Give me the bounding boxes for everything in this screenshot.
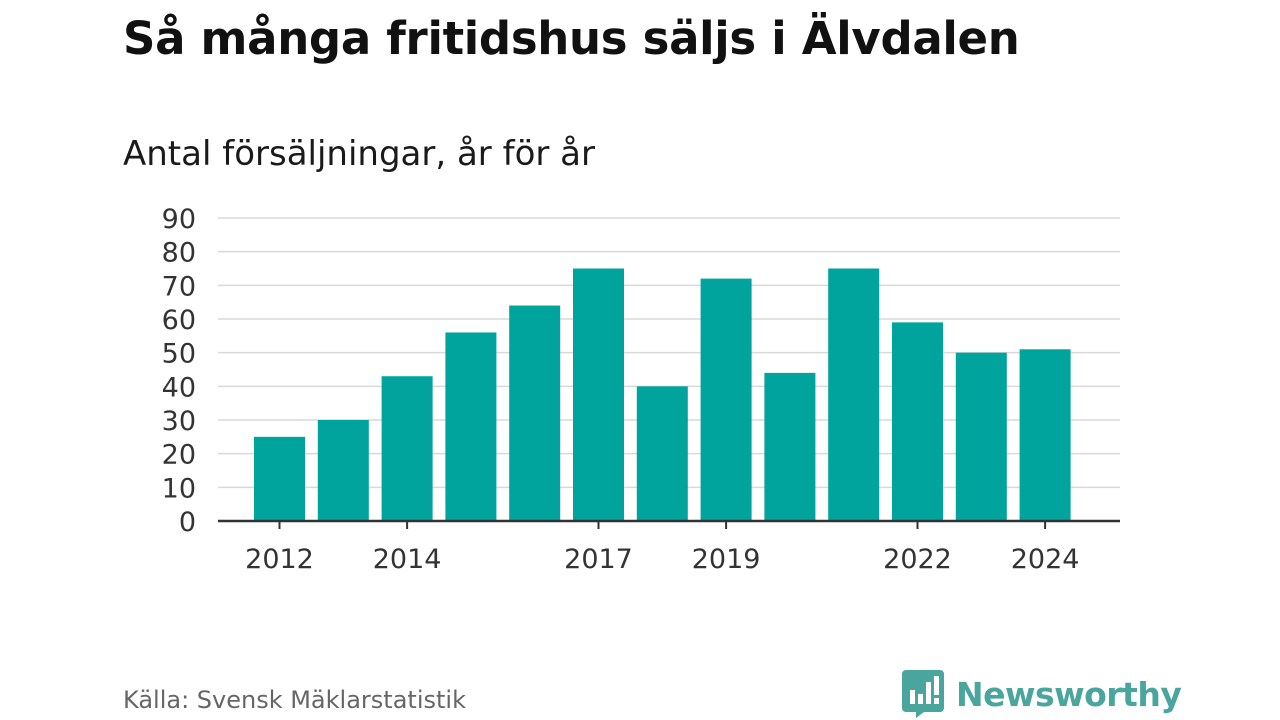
bar-2023 [955,352,1007,521]
bar-chart-logo-icon [902,670,944,718]
bar-2019 [700,278,752,521]
y-tick-label: 60 [162,305,196,336]
x-tick-label: 2012 [245,544,314,575]
x-tick-label: 2017 [564,544,633,575]
bar-2016 [509,305,561,521]
x-tick-label: 2019 [692,544,761,575]
y-tick-label: 70 [162,271,196,302]
y-tick-label: 30 [162,406,196,437]
bar-2020 [764,372,816,521]
x-tick-label: 2014 [373,544,442,575]
source-note: Källa: Svensk Mäklarstatistik [123,686,466,714]
bar-2018 [636,386,688,521]
y-tick-label: 50 [162,339,196,370]
bar-2024 [1019,349,1071,521]
bar-2021 [828,268,880,521]
brand-name: Newsworthy [956,674,1182,714]
y-tick-label: 80 [162,238,196,269]
bars [254,268,1071,521]
y-tick-label: 40 [162,372,196,403]
y-tick-label: 90 [162,204,196,235]
y-tick-label: 0 [179,507,196,538]
bar-2012 [254,436,305,521]
chart-title: Så många fritidshus säljs i Älvdalen [123,12,1020,65]
chart-subtitle: Antal försäljningar, år för år [123,134,595,174]
bar-2013 [317,420,369,521]
x-tick-label: 2022 [883,544,952,575]
bar-2017 [573,268,624,521]
y-tick-label: 10 [162,473,196,504]
y-tick-label: 20 [162,440,196,471]
bar-2014 [381,376,433,521]
bar-2022 [892,322,943,521]
axes [218,519,1120,529]
newsworthy-logo: Newsworthy [902,670,1182,718]
x-tick-label: 2024 [1011,544,1080,575]
bar-2015 [445,332,497,521]
